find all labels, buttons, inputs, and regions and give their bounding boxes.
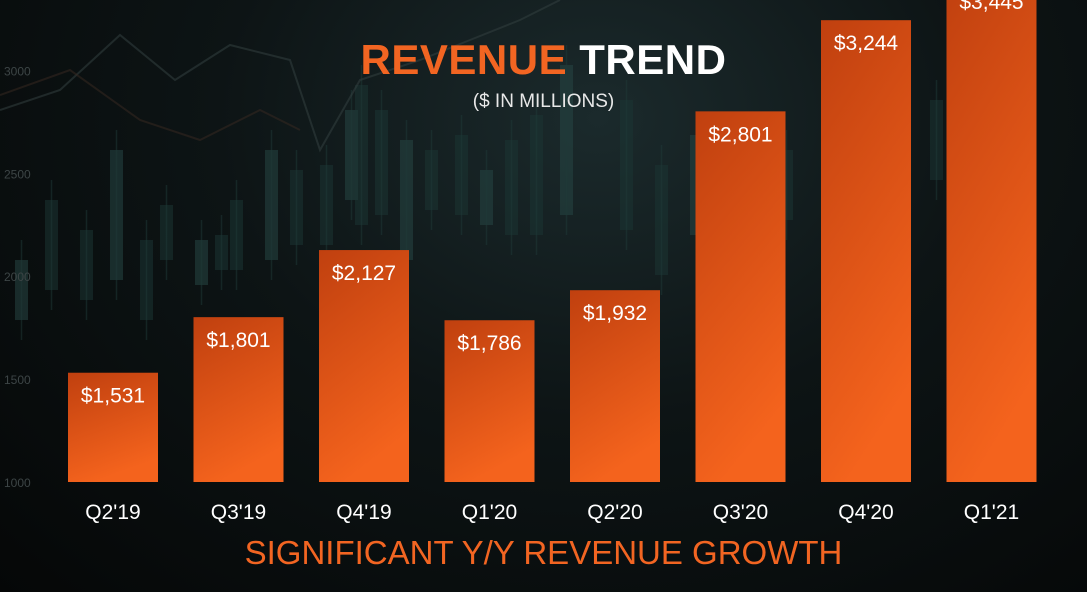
x-tick-label: Q1'21 (964, 501, 1019, 524)
value-label: $1,801 (206, 329, 270, 352)
x-tick-label: Q4'19 (336, 501, 391, 524)
x-tick-label: Q2'20 (587, 501, 642, 524)
value-label: $1,531 (81, 385, 145, 408)
bar (695, 111, 786, 483)
footer-tagline: SIGNIFICANT Y/Y REVENUE GROWTH (244, 534, 843, 571)
title-rest-word: TREND (579, 36, 727, 83)
bar (946, 0, 1037, 482)
y-tick-label: 1500 (4, 373, 31, 387)
chart-title: REVENUE TREND (0, 36, 1087, 84)
title-accent-word: REVENUE (360, 36, 568, 83)
value-label: $1,786 (457, 332, 521, 355)
value-label: $3,244 (834, 32, 899, 55)
bar (570, 290, 660, 482)
x-tick-label: Q2'19 (85, 501, 140, 524)
background-trend-line (0, 68, 301, 142)
value-label: $2,127 (332, 262, 396, 285)
x-tick-label: Q1'20 (462, 501, 517, 524)
bar (319, 250, 409, 482)
bar (68, 372, 158, 482)
bar (821, 20, 911, 482)
bar (444, 320, 535, 482)
value-label: $1,932 (583, 302, 647, 325)
background-trend-line (0, 0, 561, 153)
x-tick-label: Q3'19 (211, 501, 266, 524)
value-label: $3,445 (959, 0, 1023, 14)
y-tick-label: 3000 (4, 64, 31, 78)
bar (193, 317, 284, 482)
y-tick-label: 1000 (4, 476, 31, 490)
x-tick-label: Q4'20 (838, 501, 893, 524)
y-tick-label: 2000 (4, 270, 31, 284)
x-tick-label: Q3'20 (713, 501, 768, 524)
value-label: $2,801 (708, 123, 772, 146)
y-tick-label: 2500 (4, 167, 31, 181)
chart-subtitle: ($ IN MILLIONS) (472, 91, 615, 112)
